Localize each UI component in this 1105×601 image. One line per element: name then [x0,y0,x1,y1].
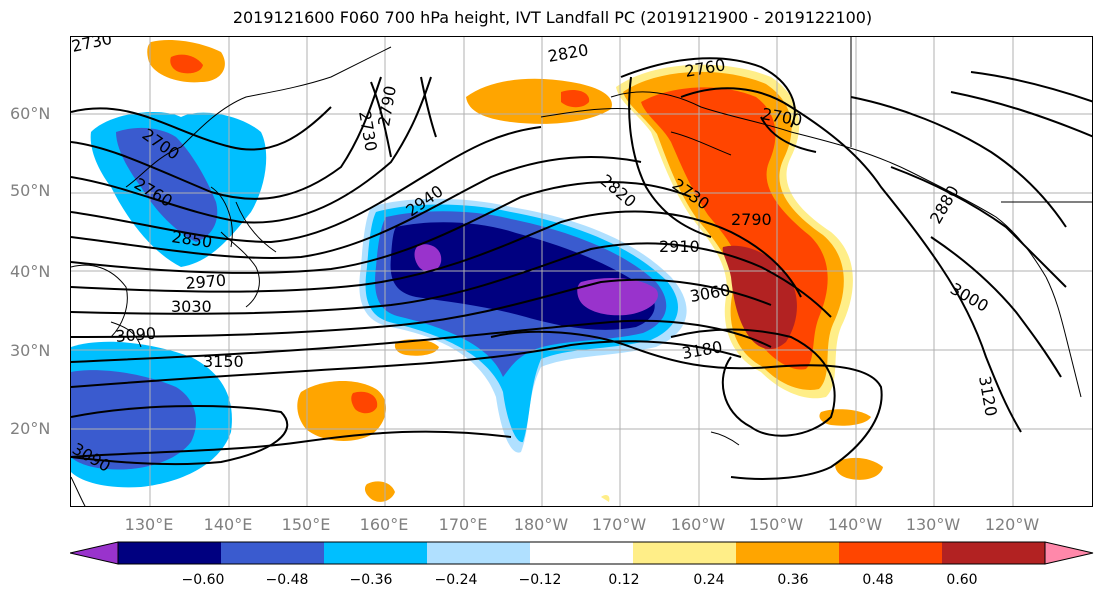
positive-plume-darkred [722,245,797,350]
positive-small-orange1 [394,339,439,356]
contour-label: 2730 [71,37,114,56]
map-title: 2019121600 F060 700 hPa height, IVT Land… [232,8,873,27]
colorbar-segment [839,542,943,564]
map-canvas: 2730 2820 2760 2700 2730 2790 2700 2760 … [71,37,1092,506]
contour-label: 2970 [185,271,227,293]
positive-small-orange2 [364,481,395,502]
colorbar-extend-low [70,541,119,565]
na-border [850,37,1092,203]
colorbar-segment [633,542,737,564]
philippines [71,476,86,506]
lon-label: 140°W [827,515,883,534]
colorbar-segment [324,542,428,564]
lat-label: 20°N [10,419,51,438]
ivt-shading [71,40,883,502]
colorbar-tick: 0.48 [862,572,894,588]
positive-north-redorange [561,90,590,108]
colorbar-tick: 0.36 [777,572,809,588]
lon-label: 170°E [438,515,488,534]
negative-anomaly-purple-core2 [577,277,658,316]
colorbar-extend-high [1044,541,1094,565]
lon-label: 130°E [124,515,174,534]
lon-label: 120°W [984,515,1040,534]
lat-label: 50°N [10,181,51,200]
lon-label: 180°W [513,515,569,534]
colorbar [70,541,1094,565]
contour-label: 3000 [947,279,992,316]
positive-nw-redorange [170,54,203,74]
colorbar-tick: 0.60 [946,572,978,588]
contour-label: 2790 [731,210,772,229]
negative-nw-blue [116,127,218,242]
colorbar-tick: −0.24 [434,572,478,588]
contour-label: 2880 [926,182,963,227]
na-west-coast [1045,276,1082,398]
negative-sw-blue [71,370,196,470]
lon-label: 150°W [748,515,804,534]
colorbar-segment [221,542,325,564]
colorbar-tick: 0.12 [608,572,640,588]
contour-label: 2820 [546,40,589,66]
height-contours [71,57,1092,480]
lat-label: 60°N [10,104,51,123]
hawaii [710,431,740,446]
lon-label: 170°W [591,515,647,534]
lat-label: 40°N [10,262,51,281]
positive-north-orange [466,78,612,124]
contour-label: 3180 [680,337,723,363]
contour-label: 2910 [659,237,700,256]
contour-label: 3090 [115,324,157,346]
positive-small-orange4 [835,457,883,480]
lon-label: 150°E [281,515,331,534]
negative-anomaly-purple-core1 [414,244,442,272]
colorbar-segment [736,542,840,564]
contour-label: 3030 [171,297,212,316]
colorbar-tick: −0.48 [265,572,309,588]
map-panel: 2730 2820 2760 2700 2730 2790 2700 2760 … [70,36,1093,507]
colorbar-segment [427,542,531,564]
positive-small-yellow [601,494,610,502]
colorbar-segment [942,542,1046,564]
contour-label: 3150 [203,352,244,371]
colorbar-tick: −0.60 [181,572,225,588]
aleutians [540,108,732,156]
colorbar-segment [530,542,634,564]
japan-coast [110,231,260,348]
colorbar-tick: −0.36 [349,572,393,588]
lon-label: 160°W [670,515,726,534]
contour-label: 2820 [596,171,639,212]
positive-midpac-redorange [351,391,378,414]
graticule [71,37,1092,506]
lat-label: 30°N [10,341,51,360]
asia-coast [71,46,392,338]
colorbar-tick: −0.12 [518,572,562,588]
colorbar-outline [117,541,1046,565]
colorbar-tick: 0.24 [693,572,725,588]
lon-label: 160°E [359,515,409,534]
contour-label: 3120 [975,374,1001,417]
lon-label: 140°E [203,515,253,534]
positive-small-orange3 [819,409,871,426]
lon-label: 130°W [905,515,961,534]
contour-label: 2790 [374,84,400,127]
colorbar-segment [118,542,222,564]
